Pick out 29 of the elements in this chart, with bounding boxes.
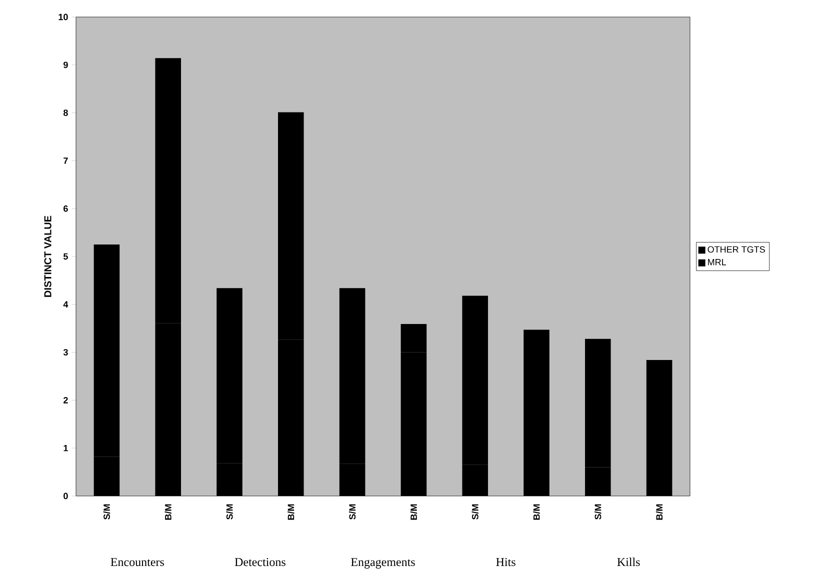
y-tick-label: 7 [64, 158, 68, 164]
x-tick-label: S/M [226, 504, 233, 520]
y-tick-label: 5 [63, 253, 68, 260]
y-tick-label: 9 [64, 62, 68, 68]
x-tick-label: B/M [533, 504, 540, 520]
y-axis-title: DISTINCT VALUE [44, 216, 52, 297]
text: Detections [234, 558, 286, 566]
text: Kills [617, 558, 640, 566]
y-tick-label: 3 [63, 349, 68, 356]
y-tick-label: 1 [64, 444, 68, 452]
text: Encounters [110, 558, 164, 566]
y-tick-label: 4 [63, 301, 68, 308]
y-tick-label: 8 [63, 110, 68, 116]
legend-label: OTHER TGTS [708, 246, 765, 253]
x-tick-label: B/M [656, 504, 663, 520]
x-tick-label: S/M [103, 504, 110, 520]
x-tick-label: S/M [472, 504, 478, 520]
x-tick-label: S/M [594, 504, 602, 520]
y-tick-label: 10 [58, 14, 68, 20]
text: Hits [496, 558, 516, 566]
legend-label: MRL [708, 259, 726, 266]
y-tick-label: 0 [64, 492, 68, 500]
x-tick-label: B/M [164, 504, 172, 520]
x-tick-label: B/M [288, 504, 294, 520]
y-tick-label: 6 [64, 205, 68, 212]
x-tick-label: S/M [348, 504, 356, 520]
text: Engagements [351, 558, 415, 569]
x-tick-label: B/M [410, 504, 418, 520]
y-tick-label: 2 [64, 397, 68, 404]
